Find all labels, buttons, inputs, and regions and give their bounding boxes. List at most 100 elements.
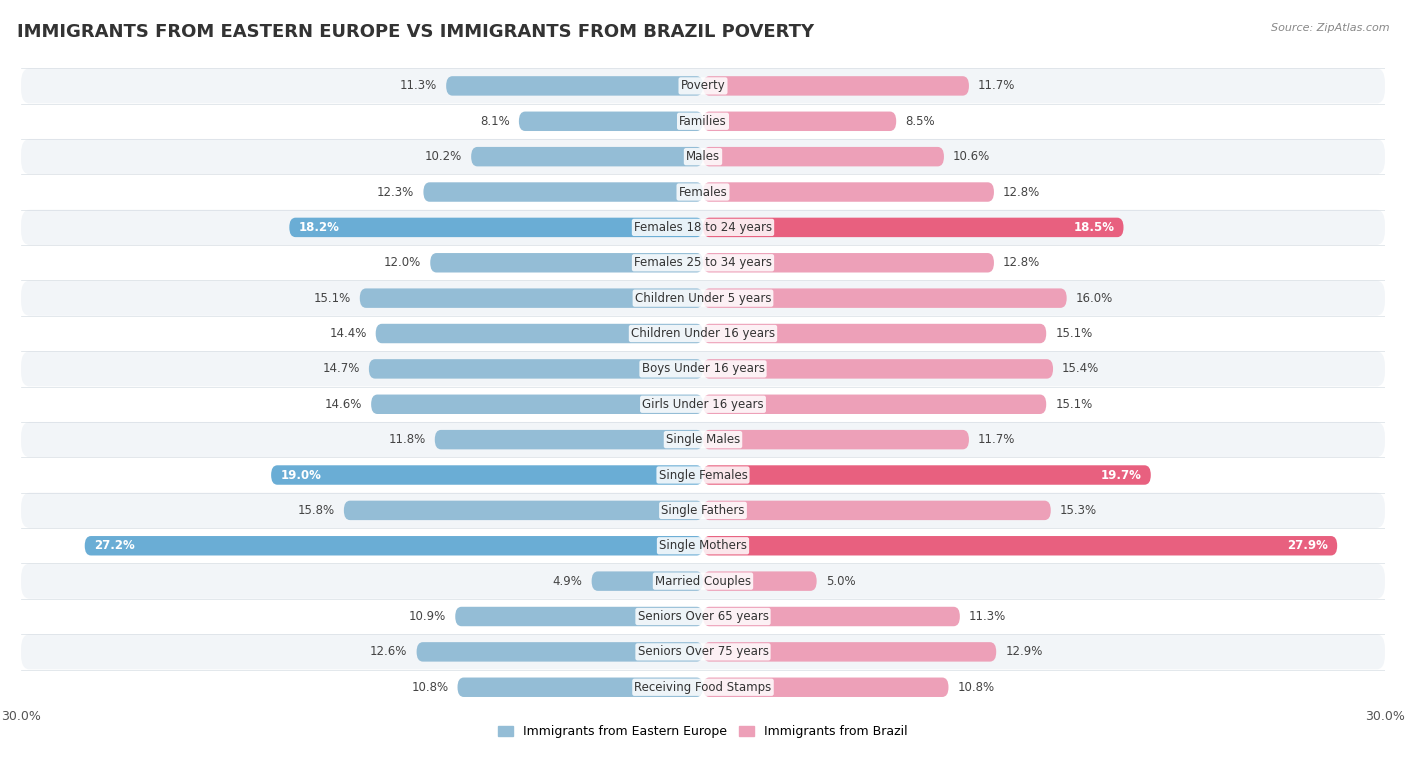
Text: 12.9%: 12.9% [1005,645,1043,659]
Text: 8.5%: 8.5% [905,114,935,128]
Text: 11.7%: 11.7% [979,433,1015,446]
Text: Males: Males [686,150,720,163]
Text: 10.9%: 10.9% [409,610,446,623]
FancyBboxPatch shape [519,111,703,131]
Text: 15.3%: 15.3% [1060,504,1097,517]
FancyBboxPatch shape [456,607,703,626]
Text: 4.9%: 4.9% [553,575,582,587]
Text: 12.8%: 12.8% [1002,186,1040,199]
FancyBboxPatch shape [703,642,997,662]
Text: 27.9%: 27.9% [1288,539,1329,553]
Text: 18.2%: 18.2% [298,221,339,234]
Text: 8.1%: 8.1% [479,114,510,128]
Text: 12.0%: 12.0% [384,256,422,269]
FancyBboxPatch shape [703,289,1067,308]
Text: Females: Females [679,186,727,199]
FancyBboxPatch shape [446,77,703,96]
FancyBboxPatch shape [344,501,703,520]
FancyBboxPatch shape [21,634,1385,669]
FancyBboxPatch shape [21,245,1385,280]
Text: 19.0%: 19.0% [280,468,321,481]
Text: 11.3%: 11.3% [969,610,1007,623]
FancyBboxPatch shape [703,218,1123,237]
FancyBboxPatch shape [703,77,969,96]
Text: 14.7%: 14.7% [322,362,360,375]
Text: 12.6%: 12.6% [370,645,408,659]
FancyBboxPatch shape [21,210,1385,245]
Text: 5.0%: 5.0% [825,575,855,587]
Text: Single Males: Single Males [666,433,740,446]
Text: 11.7%: 11.7% [979,80,1015,92]
Text: Girls Under 16 years: Girls Under 16 years [643,398,763,411]
FancyBboxPatch shape [703,501,1050,520]
Text: Receiving Food Stamps: Receiving Food Stamps [634,681,772,694]
Legend: Immigrants from Eastern Europe, Immigrants from Brazil: Immigrants from Eastern Europe, Immigran… [494,720,912,744]
FancyBboxPatch shape [21,280,1385,316]
Text: 14.6%: 14.6% [325,398,363,411]
FancyBboxPatch shape [703,607,960,626]
FancyBboxPatch shape [21,139,1385,174]
FancyBboxPatch shape [703,395,1046,414]
FancyBboxPatch shape [21,351,1385,387]
FancyBboxPatch shape [416,642,703,662]
Text: Seniors Over 65 years: Seniors Over 65 years [637,610,769,623]
Text: 15.8%: 15.8% [298,504,335,517]
Text: 12.8%: 12.8% [1002,256,1040,269]
Text: 10.2%: 10.2% [425,150,463,163]
FancyBboxPatch shape [21,493,1385,528]
FancyBboxPatch shape [423,183,703,202]
FancyBboxPatch shape [21,422,1385,457]
FancyBboxPatch shape [703,359,1053,379]
FancyBboxPatch shape [703,536,1337,556]
Text: Single Mothers: Single Mothers [659,539,747,553]
Text: Females 18 to 24 years: Females 18 to 24 years [634,221,772,234]
FancyBboxPatch shape [592,572,703,591]
FancyBboxPatch shape [703,465,1150,485]
FancyBboxPatch shape [703,324,1046,343]
Text: 10.8%: 10.8% [957,681,994,694]
FancyBboxPatch shape [471,147,703,167]
FancyBboxPatch shape [290,218,703,237]
FancyBboxPatch shape [271,465,703,485]
Text: 10.8%: 10.8% [412,681,449,694]
FancyBboxPatch shape [430,253,703,273]
Text: Children Under 16 years: Children Under 16 years [631,327,775,340]
Text: Single Fathers: Single Fathers [661,504,745,517]
Text: 10.6%: 10.6% [953,150,990,163]
FancyBboxPatch shape [21,68,1385,104]
FancyBboxPatch shape [21,104,1385,139]
FancyBboxPatch shape [434,430,703,449]
FancyBboxPatch shape [21,528,1385,563]
FancyBboxPatch shape [703,183,994,202]
FancyBboxPatch shape [457,678,703,697]
Text: 19.7%: 19.7% [1101,468,1142,481]
Text: 14.4%: 14.4% [329,327,367,340]
FancyBboxPatch shape [703,111,896,131]
Text: Seniors Over 75 years: Seniors Over 75 years [637,645,769,659]
FancyBboxPatch shape [371,395,703,414]
Text: 15.1%: 15.1% [1056,327,1092,340]
Text: 12.3%: 12.3% [377,186,415,199]
Text: Families: Families [679,114,727,128]
Text: Children Under 5 years: Children Under 5 years [634,292,772,305]
FancyBboxPatch shape [703,147,943,167]
FancyBboxPatch shape [21,599,1385,634]
Text: 11.8%: 11.8% [388,433,426,446]
FancyBboxPatch shape [703,430,969,449]
Text: 15.1%: 15.1% [1056,398,1092,411]
FancyBboxPatch shape [368,359,703,379]
Text: Boys Under 16 years: Boys Under 16 years [641,362,765,375]
FancyBboxPatch shape [703,572,817,591]
Text: Source: ZipAtlas.com: Source: ZipAtlas.com [1271,23,1389,33]
Text: Single Females: Single Females [658,468,748,481]
FancyBboxPatch shape [360,289,703,308]
FancyBboxPatch shape [703,253,994,273]
Text: IMMIGRANTS FROM EASTERN EUROPE VS IMMIGRANTS FROM BRAZIL POVERTY: IMMIGRANTS FROM EASTERN EUROPE VS IMMIGR… [17,23,814,41]
FancyBboxPatch shape [21,669,1385,705]
Text: Married Couples: Married Couples [655,575,751,587]
Text: 11.3%: 11.3% [399,80,437,92]
Text: 15.1%: 15.1% [314,292,350,305]
Text: Females 25 to 34 years: Females 25 to 34 years [634,256,772,269]
FancyBboxPatch shape [703,678,949,697]
Text: 16.0%: 16.0% [1076,292,1114,305]
